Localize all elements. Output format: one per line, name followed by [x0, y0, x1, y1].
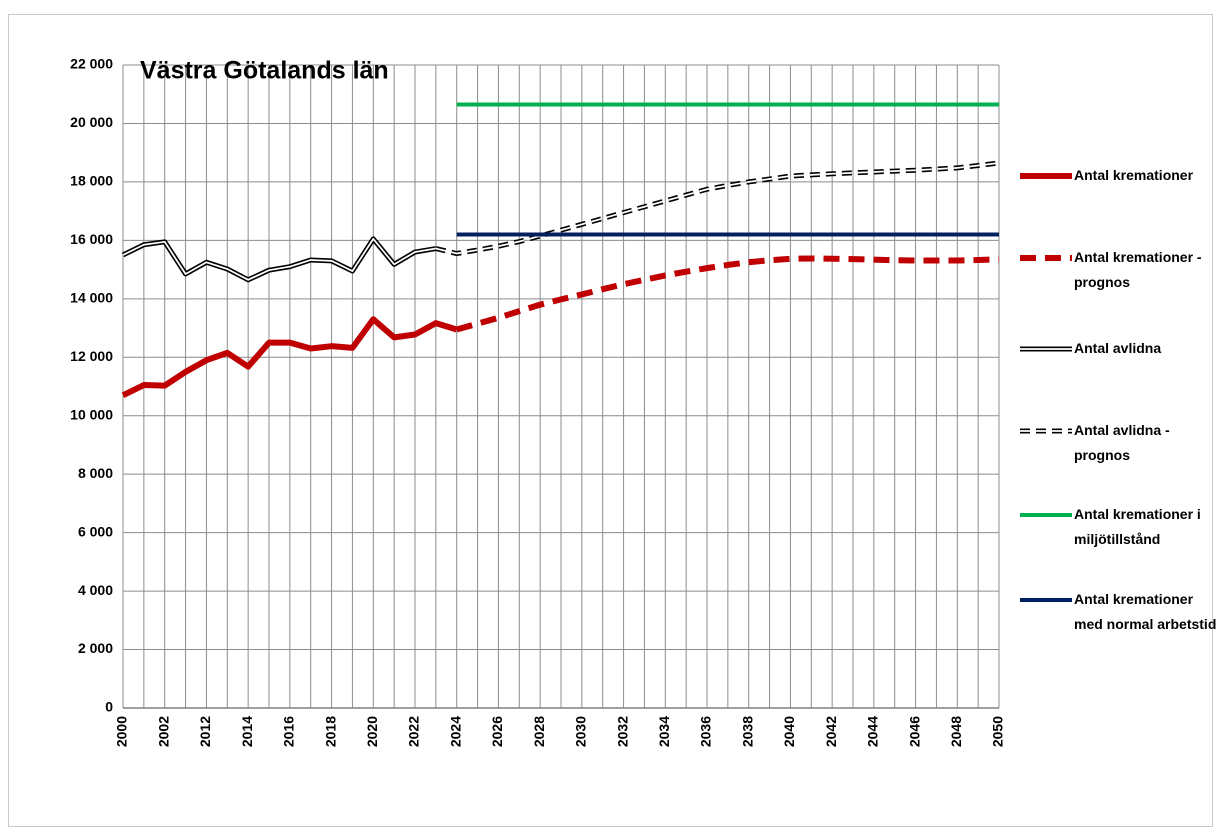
legend-label: Antal kremationer med normal arbetstid [1074, 591, 1217, 632]
legend-item: Antal kremationer med normal arbetstid [1016, 587, 1221, 637]
x-tick-label: 2020 [364, 716, 380, 747]
x-tick-label: 2030 [573, 716, 589, 747]
legend-item: Antal avlidna - prognos [1016, 418, 1221, 468]
legend-label: Antal kremationer i miljötillstånd [1074, 506, 1201, 547]
y-tick-label: 16 000 [70, 231, 113, 247]
x-tick-label: 2000 [114, 716, 130, 747]
x-tick-label: 2016 [281, 716, 297, 747]
y-tick-label: 6 000 [78, 523, 113, 539]
x-tick-label: 2028 [531, 716, 547, 747]
series-line [121, 316, 458, 398]
x-tick-label: 2034 [656, 716, 672, 747]
legend-item: Antal kremationer - prognos [1016, 245, 1221, 295]
y-tick-label: 14 000 [70, 290, 113, 306]
x-tick-label: 2014 [239, 716, 255, 747]
grid [122, 64, 1000, 709]
legend-item: Antal kremationer i miljötillstånd [1016, 502, 1221, 552]
y-tick-label: 22 000 [70, 56, 113, 72]
y-tick-label: 4 000 [78, 582, 113, 598]
legend-label: Antal kremationer [1074, 167, 1194, 183]
legend-label: Antal avlidna - prognos [1074, 422, 1170, 463]
x-tick-label: 2024 [447, 716, 463, 747]
legend-label: Antal kremationer - prognos [1074, 249, 1202, 290]
y-tick-label: 12 000 [70, 348, 113, 364]
x-tick-label: 2012 [197, 716, 213, 747]
x-tick-label: 2038 [739, 716, 755, 747]
x-tick-label: 2002 [155, 716, 171, 747]
marks [121, 102, 1000, 398]
y-tick-label: 20 000 [70, 114, 113, 130]
chart-title: Västra Götalands län [140, 57, 389, 85]
y-tick-label: 18 000 [70, 173, 113, 189]
legend-swatch [1020, 428, 1072, 434]
x-tick-label: 2022 [406, 716, 422, 747]
legend-item: Antal avlidna [1016, 336, 1221, 361]
ticks: 0 2 000 4 000 6 000 8 000 10 000 12 000 14 000 1… [70, 56, 1006, 747]
y-tick-label: 8 000 [78, 465, 113, 481]
series-line [455, 255, 1000, 333]
legend-swatch [1020, 346, 1072, 352]
legend-swatch [1020, 173, 1072, 179]
series-line-inner [435, 162, 1000, 255]
chart-border [8, 14, 1213, 827]
x-tick-label: 2048 [948, 716, 964, 747]
x-tick-label: 2032 [614, 716, 630, 747]
y-tick-label: 2 000 [78, 640, 113, 656]
legend-swatch [1020, 513, 1072, 517]
x-tick-label: 2026 [489, 716, 505, 747]
x-tick-label: 2018 [322, 716, 338, 747]
legend-swatch [1020, 255, 1072, 261]
series-line-inner [122, 238, 437, 281]
legend-swatch [1020, 598, 1072, 602]
y-tick-label: 10 000 [70, 406, 113, 422]
x-tick-label: 2044 [865, 716, 881, 747]
legend-item: Antal kremationer [1016, 163, 1221, 188]
series-line [121, 236, 437, 283]
x-tick-label: 2046 [906, 716, 922, 747]
x-tick-label: 2050 [990, 716, 1006, 747]
x-tick-label: 2036 [698, 716, 714, 747]
x-tick-label: 2042 [823, 716, 839, 747]
y-tick-label: 0 [105, 699, 113, 715]
legend-label: Antal avlidna [1074, 340, 1162, 356]
x-tick-label: 2040 [781, 716, 797, 747]
